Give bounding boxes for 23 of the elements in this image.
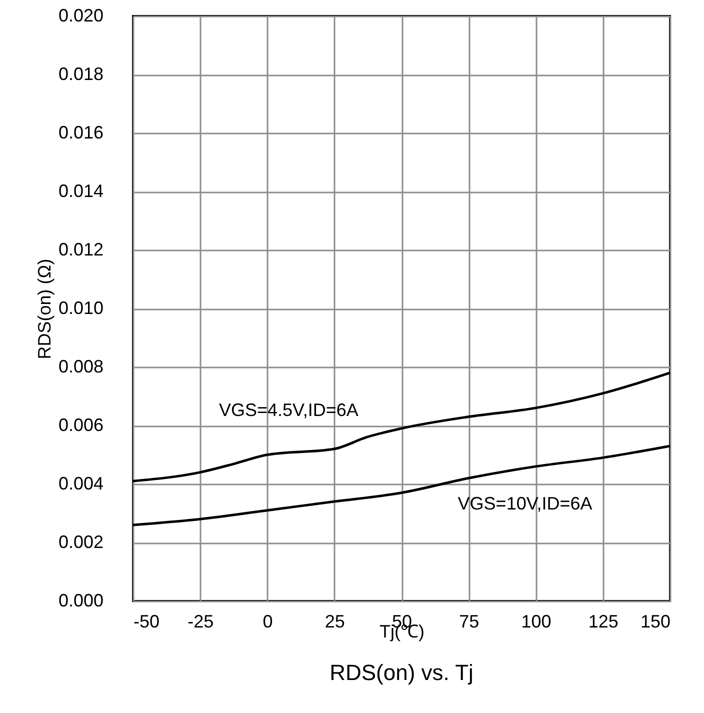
y-tick-label: 0.000: [58, 590, 104, 610]
y-tick-label: 0.004: [58, 474, 104, 494]
y-tick-label: 0.014: [58, 181, 104, 201]
x-tick-label: 125: [588, 612, 618, 632]
y-tick-label: 0.006: [58, 415, 104, 435]
x-tick-label: 75: [459, 612, 480, 632]
y-tick-label: 0.016: [58, 122, 104, 142]
text: RDS(on) vs. Tj: [330, 660, 474, 685]
y-tick-label: 0.002: [58, 532, 104, 552]
y-tick-label: 0.010: [58, 298, 104, 318]
x-tick-label: 0: [262, 612, 273, 632]
y-tick-label: 0.008: [58, 356, 104, 376]
x-tick-label: -25: [188, 612, 214, 632]
annotation: VGS=4.5V,ID=6A: [219, 400, 358, 420]
x-tick-label: -50: [134, 612, 160, 632]
x-tick-label: 100: [521, 612, 552, 632]
y-tick-label: 0.012: [58, 240, 104, 260]
y-tick-label: 0.018: [58, 64, 104, 84]
y-tick-label: 0.020: [58, 6, 104, 26]
x-tick-label: 150: [640, 612, 670, 632]
annotation: VGS=10V,ID=6A: [458, 493, 592, 514]
y-axis-title: RDS(on) (Ω): [34, 258, 54, 360]
x-tick-label: 25: [324, 612, 345, 632]
